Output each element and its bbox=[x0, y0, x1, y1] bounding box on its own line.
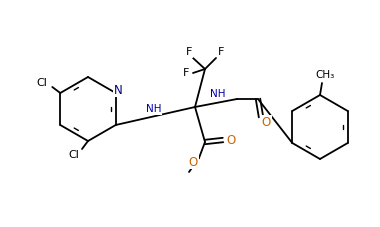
Text: O: O bbox=[226, 133, 236, 146]
Text: O: O bbox=[261, 116, 271, 128]
Text: NH: NH bbox=[146, 104, 161, 114]
Text: F: F bbox=[186, 47, 192, 57]
Text: N: N bbox=[114, 84, 123, 96]
Text: F: F bbox=[218, 47, 224, 57]
Text: Cl: Cl bbox=[37, 78, 48, 88]
Text: CH₃: CH₃ bbox=[315, 70, 335, 80]
Text: F: F bbox=[183, 68, 189, 78]
Text: Cl: Cl bbox=[68, 150, 79, 160]
Text: NH: NH bbox=[210, 89, 226, 99]
Text: O: O bbox=[188, 155, 198, 168]
